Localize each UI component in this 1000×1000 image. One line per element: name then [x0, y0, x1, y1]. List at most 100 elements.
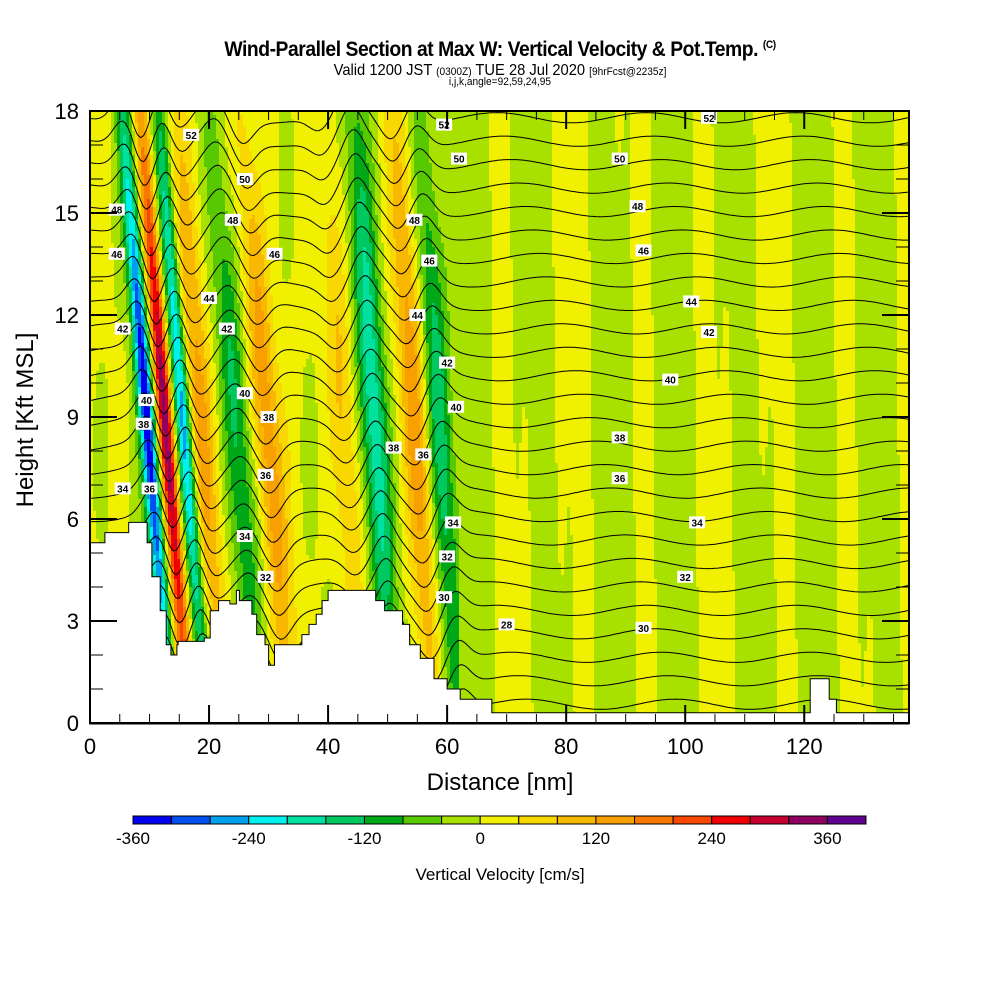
velocity-cell [180, 155, 184, 160]
velocity-cell [165, 423, 169, 428]
velocity-cell [162, 319, 166, 324]
velocity-cell [126, 399, 130, 404]
velocity-cell [171, 535, 175, 540]
velocity-cell [120, 503, 124, 508]
velocity-cell [99, 523, 103, 528]
velocity-cell [144, 199, 148, 204]
velocity-cell [99, 155, 103, 160]
velocity-cell [171, 311, 175, 316]
velocity-cell [165, 115, 169, 120]
velocity-cell [123, 127, 127, 132]
velocity-cell [162, 479, 166, 484]
velocity-cell [138, 479, 142, 484]
velocity-cell [153, 547, 157, 552]
velocity-cell [117, 403, 121, 408]
velocity-cell [120, 523, 124, 528]
velocity-cell [117, 351, 121, 356]
velocity-cell [117, 431, 121, 436]
velocity-cell [96, 363, 100, 368]
velocity-cell [132, 335, 136, 340]
velocity-cell [183, 571, 187, 576]
velocity-cell [123, 295, 127, 300]
velocity-cell [183, 463, 187, 468]
velocity-cell [177, 259, 181, 264]
velocity-cell [180, 167, 184, 172]
velocity-cell [174, 215, 178, 220]
velocity-cell [180, 183, 184, 188]
velocity-cell [99, 167, 103, 172]
velocity-cell [165, 451, 169, 456]
velocity-cell [180, 387, 184, 392]
velocity-cell [114, 339, 118, 344]
velocity-cell [150, 119, 154, 124]
velocity-cell [159, 439, 163, 444]
velocity-cell [114, 159, 118, 164]
velocity-cell [123, 179, 127, 184]
velocity-cell [180, 435, 184, 440]
velocity-cell [132, 239, 136, 244]
velocity-cell [150, 159, 154, 164]
velocity-cell [96, 167, 100, 172]
velocity-cell [126, 423, 130, 428]
velocity-cell [174, 507, 178, 512]
velocity-cell [180, 363, 184, 368]
velocity-cell [165, 143, 169, 148]
velocity-cell [123, 451, 127, 456]
velocity-cell [114, 163, 118, 168]
velocity-cell [183, 631, 187, 636]
velocity-cell [105, 123, 109, 128]
velocity-cell [108, 151, 112, 156]
velocity-cell [168, 303, 172, 308]
velocity-cell [132, 307, 136, 312]
velocity-cell [183, 435, 187, 440]
velocity-cell [126, 151, 130, 156]
velocity-cell [102, 215, 106, 220]
velocity-cell [162, 579, 166, 584]
velocity-cell [126, 183, 130, 188]
velocity-cell [144, 499, 148, 504]
velocity-cell [180, 415, 184, 420]
velocity-cell [108, 303, 112, 308]
velocity-cell [183, 155, 187, 160]
velocity-cell [108, 283, 112, 288]
velocity-cell [156, 263, 160, 268]
velocity-cell [174, 331, 178, 336]
velocity-cell [171, 323, 175, 328]
velocity-cell [135, 343, 139, 348]
velocity-cell [138, 335, 142, 340]
velocity-cell [177, 607, 181, 612]
velocity-cell [135, 363, 139, 368]
velocity-cell [147, 435, 151, 440]
velocity-cell [165, 207, 169, 212]
velocity-cell [174, 503, 178, 508]
velocity-cell [111, 167, 115, 172]
velocity-cell [96, 339, 100, 344]
velocity-cell [180, 439, 184, 444]
velocity-cell [105, 419, 109, 424]
velocity-cell [111, 323, 115, 328]
velocity-cell [168, 383, 172, 388]
velocity-cell [102, 523, 106, 528]
velocity-cell [162, 291, 166, 296]
velocity-cell [171, 187, 175, 192]
velocity-cell [177, 339, 181, 344]
velocity-cell [165, 267, 169, 272]
velocity-cell [138, 183, 142, 188]
velocity-cell [141, 191, 145, 196]
velocity-cell [99, 255, 103, 260]
velocity-cell [105, 403, 109, 408]
velocity-cell [177, 303, 181, 308]
velocity-cell [132, 451, 136, 456]
velocity-cell [105, 119, 109, 124]
velocity-cell [129, 475, 133, 480]
velocity-cell [96, 359, 100, 364]
velocity-cell [135, 311, 139, 316]
velocity-cell [123, 343, 127, 348]
velocity-cell [144, 475, 148, 480]
velocity-cell [126, 427, 130, 432]
velocity-cell [96, 303, 100, 308]
velocity-cell [132, 503, 136, 508]
velocity-cell [156, 499, 160, 504]
velocity-cell [102, 411, 106, 416]
velocity-cell [108, 411, 112, 416]
